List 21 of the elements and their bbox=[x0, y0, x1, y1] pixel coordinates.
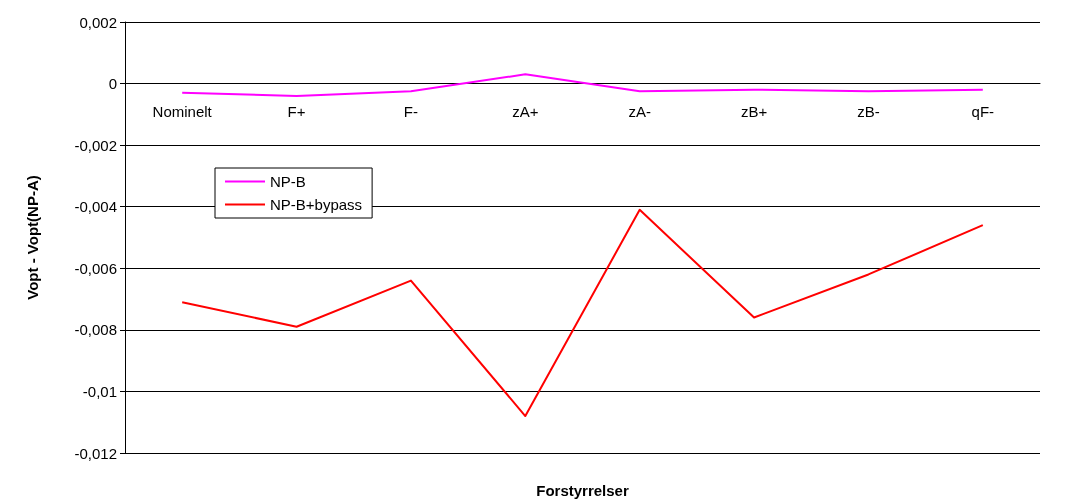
x-tick-label: qF- bbox=[971, 102, 995, 120]
x-tick-label: zA- bbox=[628, 102, 651, 120]
x-tick-label: F- bbox=[403, 102, 419, 120]
x-tick-label: F+ bbox=[287, 102, 306, 120]
y-tick-label: -0,004 bbox=[74, 198, 117, 216]
y-axis-title: Vopt - Vopt(NP-A) bbox=[24, 175, 41, 300]
line-series bbox=[181, 73, 984, 97]
y-tick-label: -0,008 bbox=[74, 321, 117, 339]
x-tick-label: zB- bbox=[857, 102, 880, 120]
y-tick-label: 0,002 bbox=[79, 13, 117, 31]
y-tick-label: 0 bbox=[108, 75, 117, 93]
y-tick-label: -0,01 bbox=[82, 382, 117, 400]
legend-label: NP-B+bypass bbox=[270, 196, 363, 213]
y-tick-label: -0,002 bbox=[74, 136, 117, 154]
y-tick-label: -0,006 bbox=[74, 259, 117, 277]
legend-label: NP-B bbox=[270, 173, 306, 190]
y-tick-label: -0,012 bbox=[74, 444, 117, 462]
x-axis-title: Forstyrrelser bbox=[536, 482, 629, 499]
x-tick-label: zB+ bbox=[740, 102, 768, 120]
x-tick-label: zA+ bbox=[512, 102, 539, 120]
x-tick-label: Nominelt bbox=[152, 102, 213, 120]
